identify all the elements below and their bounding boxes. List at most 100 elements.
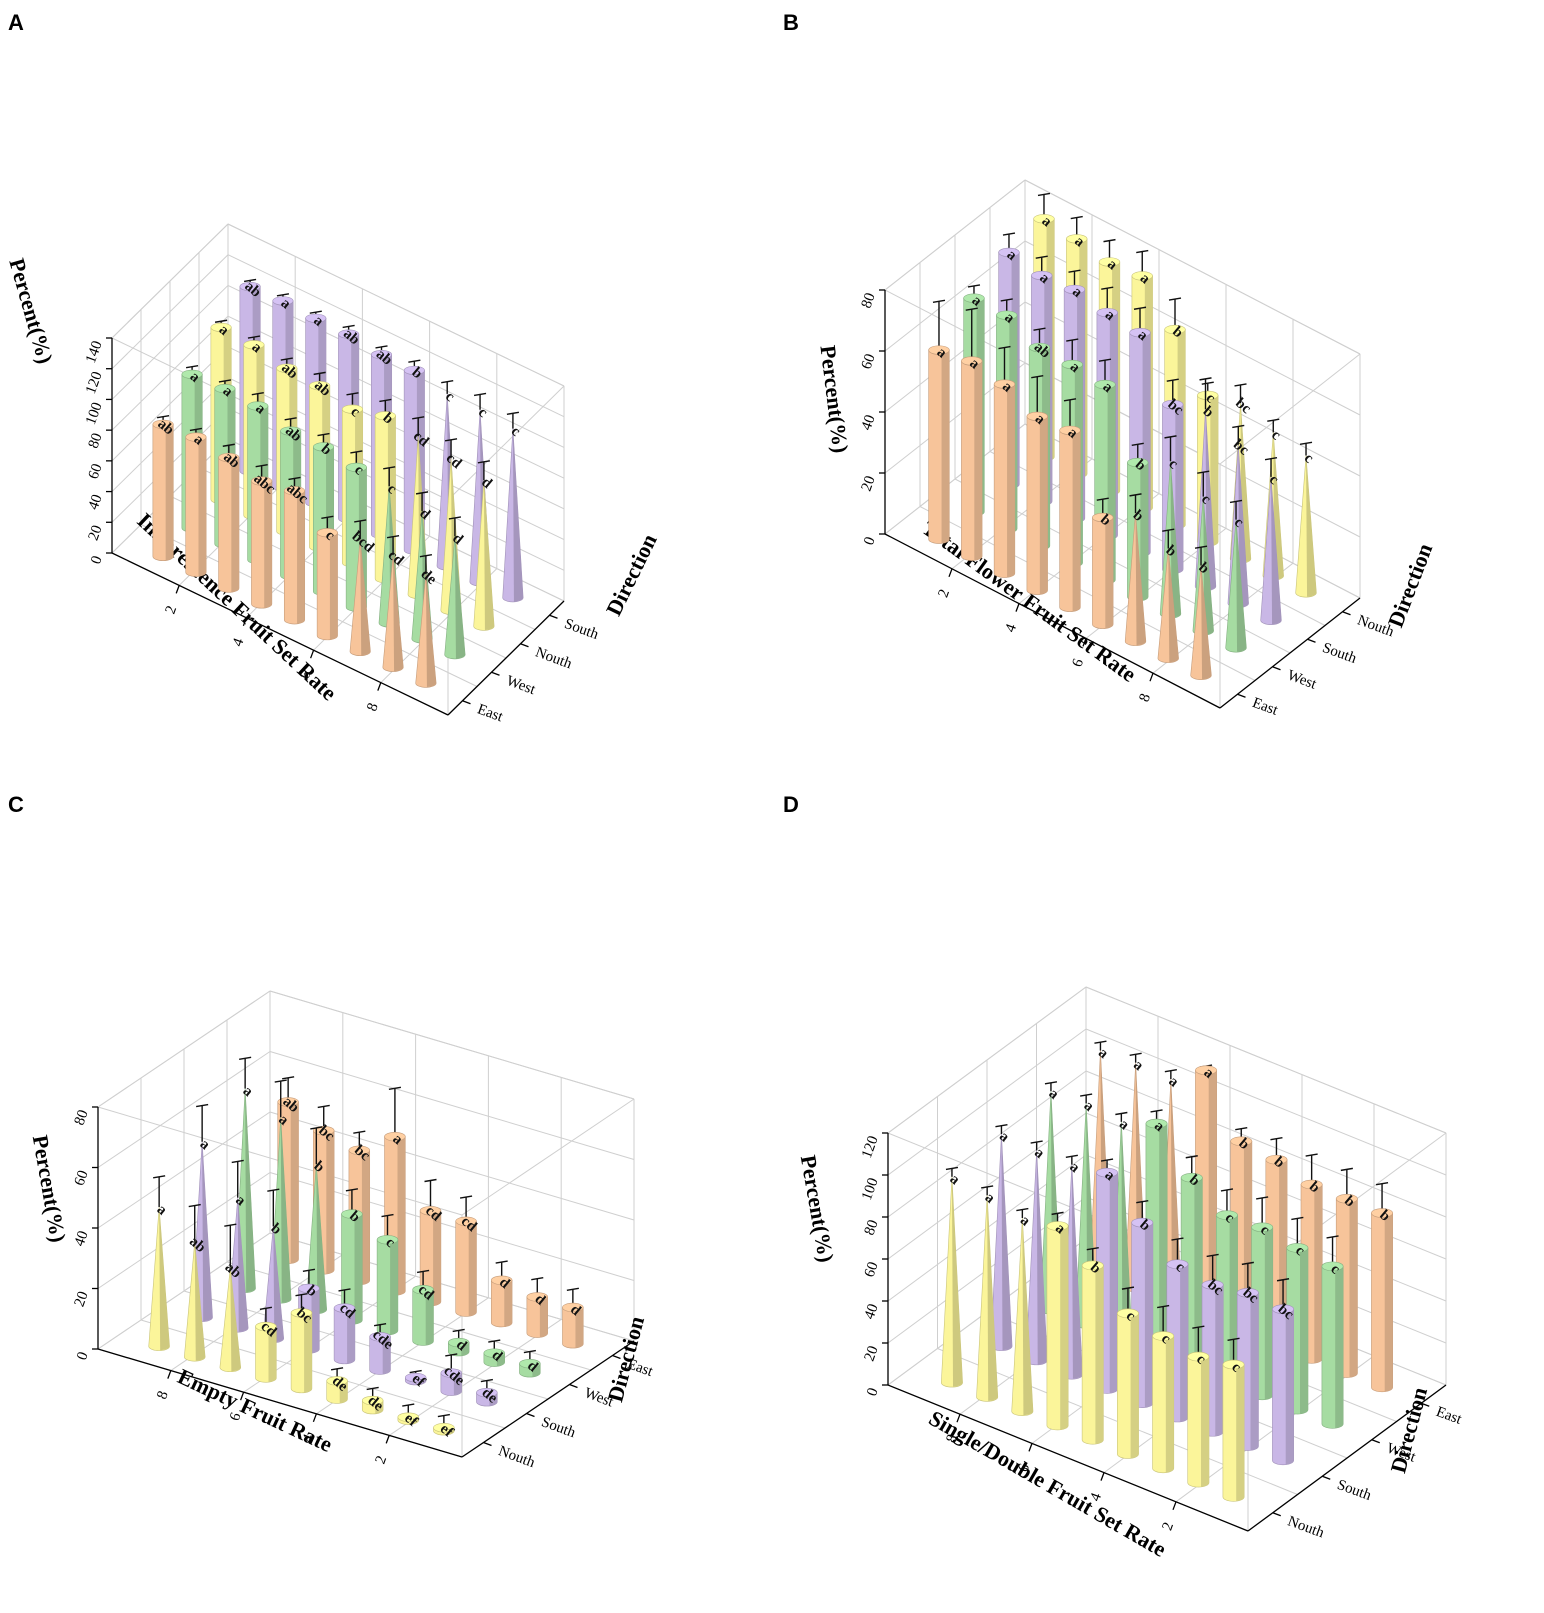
bar-east: d: [562, 1287, 584, 1349]
bar-shade: [1095, 1265, 1104, 1445]
bar-south: cd: [333, 1288, 358, 1365]
bar-top: [243, 340, 265, 350]
bar-shade: [297, 490, 305, 624]
significance-label: a: [947, 1171, 963, 1188]
bar-top: [384, 1131, 406, 1142]
direction-tick: [1272, 666, 1281, 671]
bar-top: [218, 452, 240, 463]
bar-top: [1096, 1167, 1118, 1178]
y-tick-label: 20: [86, 523, 106, 543]
direction-tick: [1322, 1475, 1331, 1480]
bar-top: [961, 356, 983, 366]
error-cap: [338, 1288, 351, 1292]
bar-top: [1127, 457, 1149, 468]
bar-shade: [1130, 1313, 1139, 1459]
bar-shade: [1335, 1266, 1344, 1429]
bar-shade: [194, 1241, 206, 1361]
error-cap: [309, 310, 322, 314]
grid-line: [884, 179, 1026, 291]
significance-label: ab: [279, 1094, 301, 1116]
grid-line: [227, 223, 565, 387]
direction-tick: [612, 1354, 621, 1360]
direction-tick: [569, 1383, 578, 1389]
error-cap: [409, 1369, 422, 1374]
bar-top: [928, 345, 950, 355]
bar-nouth: c: [1187, 1325, 1210, 1488]
bar-shade: [987, 1195, 998, 1401]
direction-tick: [462, 700, 471, 705]
bar-shade: [231, 457, 240, 593]
bar-nouth: b: [1081, 1246, 1104, 1445]
error-cap: [185, 364, 199, 369]
bar-east: cd: [455, 1195, 480, 1317]
bar-east: a: [185, 427, 207, 577]
bar-shade: [1140, 462, 1149, 601]
bar-west: d: [519, 1349, 541, 1378]
significance-label: a: [1165, 1073, 1181, 1090]
x-tick-label: 2: [935, 587, 953, 600]
direction-tick: [1272, 1512, 1281, 1517]
bar-nouth: a: [1046, 1211, 1069, 1431]
bar-west: cd: [412, 1269, 437, 1346]
y-tick-label: 40: [72, 1229, 92, 1249]
bar-nouth: ab: [184, 1203, 209, 1362]
error-cap: [317, 432, 330, 437]
significance-label: bc: [1232, 395, 1254, 417]
panel-letter: B: [783, 10, 799, 35]
direction-tick-label: West: [504, 673, 538, 698]
y-tick-label: 80: [86, 431, 106, 451]
bar-east: a: [993, 345, 1015, 578]
bar-nouth: a: [941, 1166, 963, 1388]
error-cap: [1100, 1158, 1114, 1162]
x-axis: [887, 1384, 1249, 1532]
bar-shade: [354, 1214, 363, 1325]
error-cap: [214, 319, 228, 323]
x-tick: [309, 649, 315, 659]
error-cap: [1192, 1325, 1205, 1329]
grid-line: [1024, 179, 1361, 355]
bar-shade: [1060, 1225, 1069, 1430]
error-cap: [1201, 381, 1214, 385]
error-cap: [1305, 1153, 1318, 1157]
bar-top: [1197, 390, 1219, 401]
error-cap: [1094, 1040, 1107, 1044]
bar-top: [341, 1209, 363, 1219]
bar-south: c: [1260, 456, 1282, 625]
error-cap: [1000, 298, 1013, 302]
error-cap: [288, 476, 301, 481]
bar-top: [1033, 214, 1055, 224]
bar-shade: [1201, 1356, 1209, 1487]
error-cap: [383, 466, 396, 470]
bar-south: bc: [1236, 1261, 1262, 1451]
significance-label: a: [1031, 1145, 1047, 1162]
error-cap: [1115, 1111, 1128, 1116]
bar-top: [1335, 1194, 1358, 1204]
error-cap: [388, 1086, 402, 1090]
bar-west: b: [305, 1126, 327, 1315]
x-axis: [111, 552, 449, 716]
error-cap: [1206, 1253, 1219, 1258]
y-tick-label: 140: [83, 339, 106, 366]
direction-tick-label: Nouth: [1285, 1513, 1326, 1541]
bar-shade: [159, 1207, 170, 1351]
error-cap: [967, 284, 981, 288]
significance-label: a: [154, 1202, 170, 1219]
bar-nouth: bc: [290, 1293, 315, 1394]
bar-shade: [425, 574, 437, 687]
bar-shade: [347, 1308, 355, 1364]
bar-top: [1092, 512, 1114, 523]
significance-label: ab: [340, 326, 362, 348]
error-cap: [247, 335, 261, 339]
bar-shade: [1349, 1198, 1358, 1378]
error-cap: [330, 1367, 344, 1371]
error-cap: [196, 1103, 209, 1108]
grid-line: [1085, 1070, 1447, 1218]
x-tick-label: 4: [1002, 622, 1020, 635]
y-axis-title: Percent(%): [28, 1133, 71, 1244]
bar-shade: [316, 1164, 327, 1314]
error-cap: [346, 392, 359, 396]
bar-shade: [512, 428, 524, 602]
bar-west: d: [447, 1328, 470, 1357]
error-cap: [1129, 1052, 1142, 1057]
